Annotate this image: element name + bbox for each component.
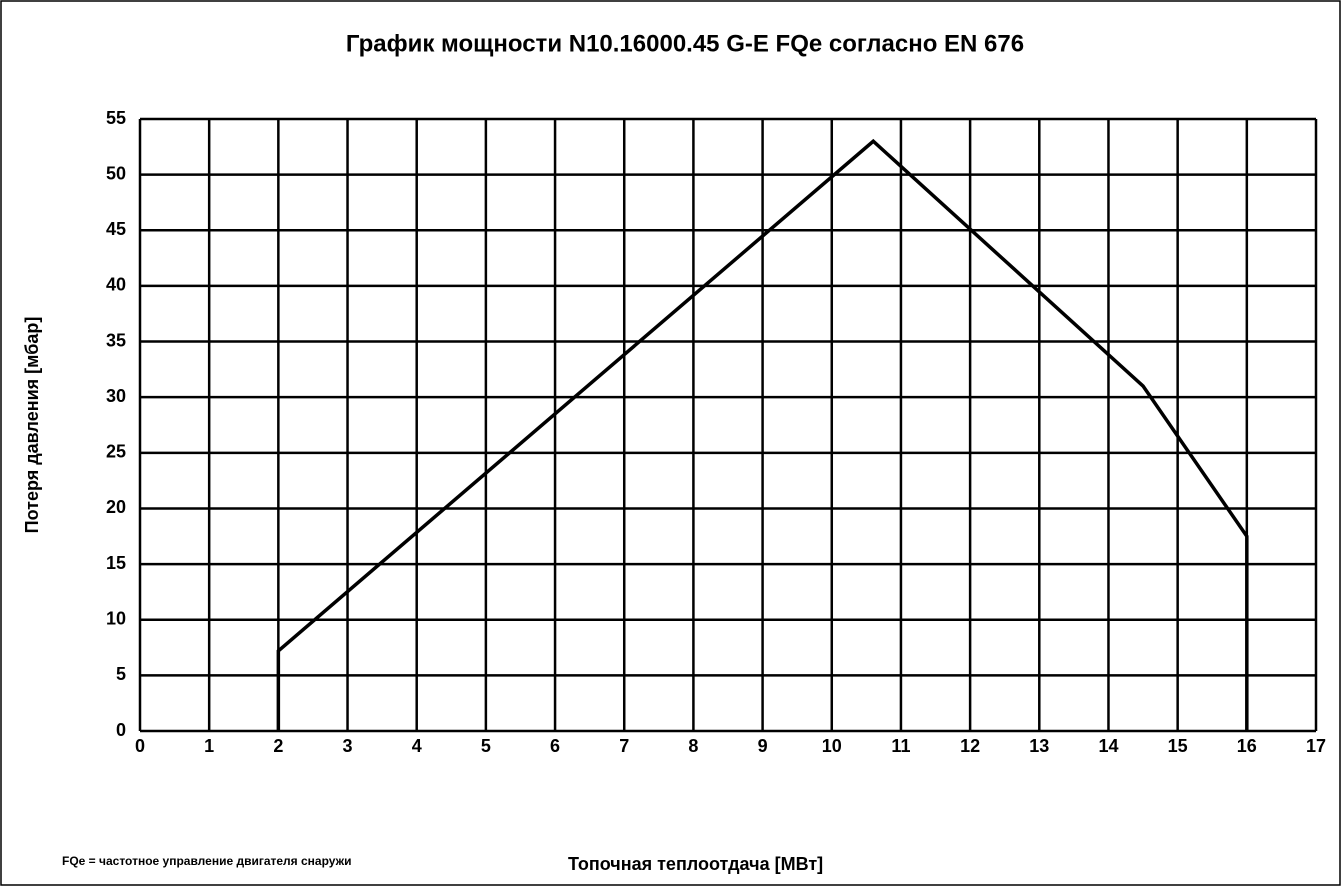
y-tick-label: 50	[106, 163, 126, 183]
y-tick-label: 25	[106, 442, 126, 462]
x-tick-label: 14	[1098, 736, 1118, 756]
y-tick-label: 55	[106, 108, 126, 128]
x-tick-label: 1	[204, 736, 214, 756]
x-tick-label: 16	[1237, 736, 1257, 756]
x-tick-label: 11	[891, 736, 910, 756]
x-tick-label: 3	[343, 736, 353, 756]
x-tick-label: 9	[758, 736, 768, 756]
y-tick-label: 30	[106, 386, 126, 406]
y-tick-label: 15	[106, 553, 126, 573]
x-tick-label: 5	[481, 736, 491, 756]
y-tick-label: 35	[106, 330, 126, 350]
y-tick-label: 20	[106, 497, 126, 517]
x-tick-label: 13	[1029, 736, 1049, 756]
data-line	[276, 138, 1249, 731]
x-tick-label: 17	[1306, 736, 1326, 756]
annotation: FQe = частотное управление двигателя сна…	[62, 854, 351, 868]
x-tick-label: 2	[273, 736, 283, 756]
chart-title: График мощности N10.16000.45 G-E FQe сог…	[346, 30, 1024, 57]
x-tick-label: 4	[412, 736, 422, 756]
x-axis-label: Топочная теплоотдача [МВт]	[568, 854, 823, 874]
x-tick-label: 12	[960, 736, 980, 756]
y-tick-label: 0	[116, 720, 126, 740]
x-tick-label: 15	[1168, 736, 1188, 756]
x-tick-label: 7	[619, 736, 629, 756]
y-tick-label: 40	[106, 275, 126, 295]
y-tick-label: 5	[116, 664, 126, 684]
x-tick-label: 0	[135, 736, 145, 756]
y-axis-label: Потеря давления [мбар]	[22, 317, 42, 534]
y-tick-label: 45	[106, 219, 126, 239]
x-tick-label: 6	[550, 736, 560, 756]
x-tick-label: 8	[688, 736, 698, 756]
y-tick-label: 10	[106, 608, 126, 628]
x-tick-label: 10	[822, 736, 842, 756]
